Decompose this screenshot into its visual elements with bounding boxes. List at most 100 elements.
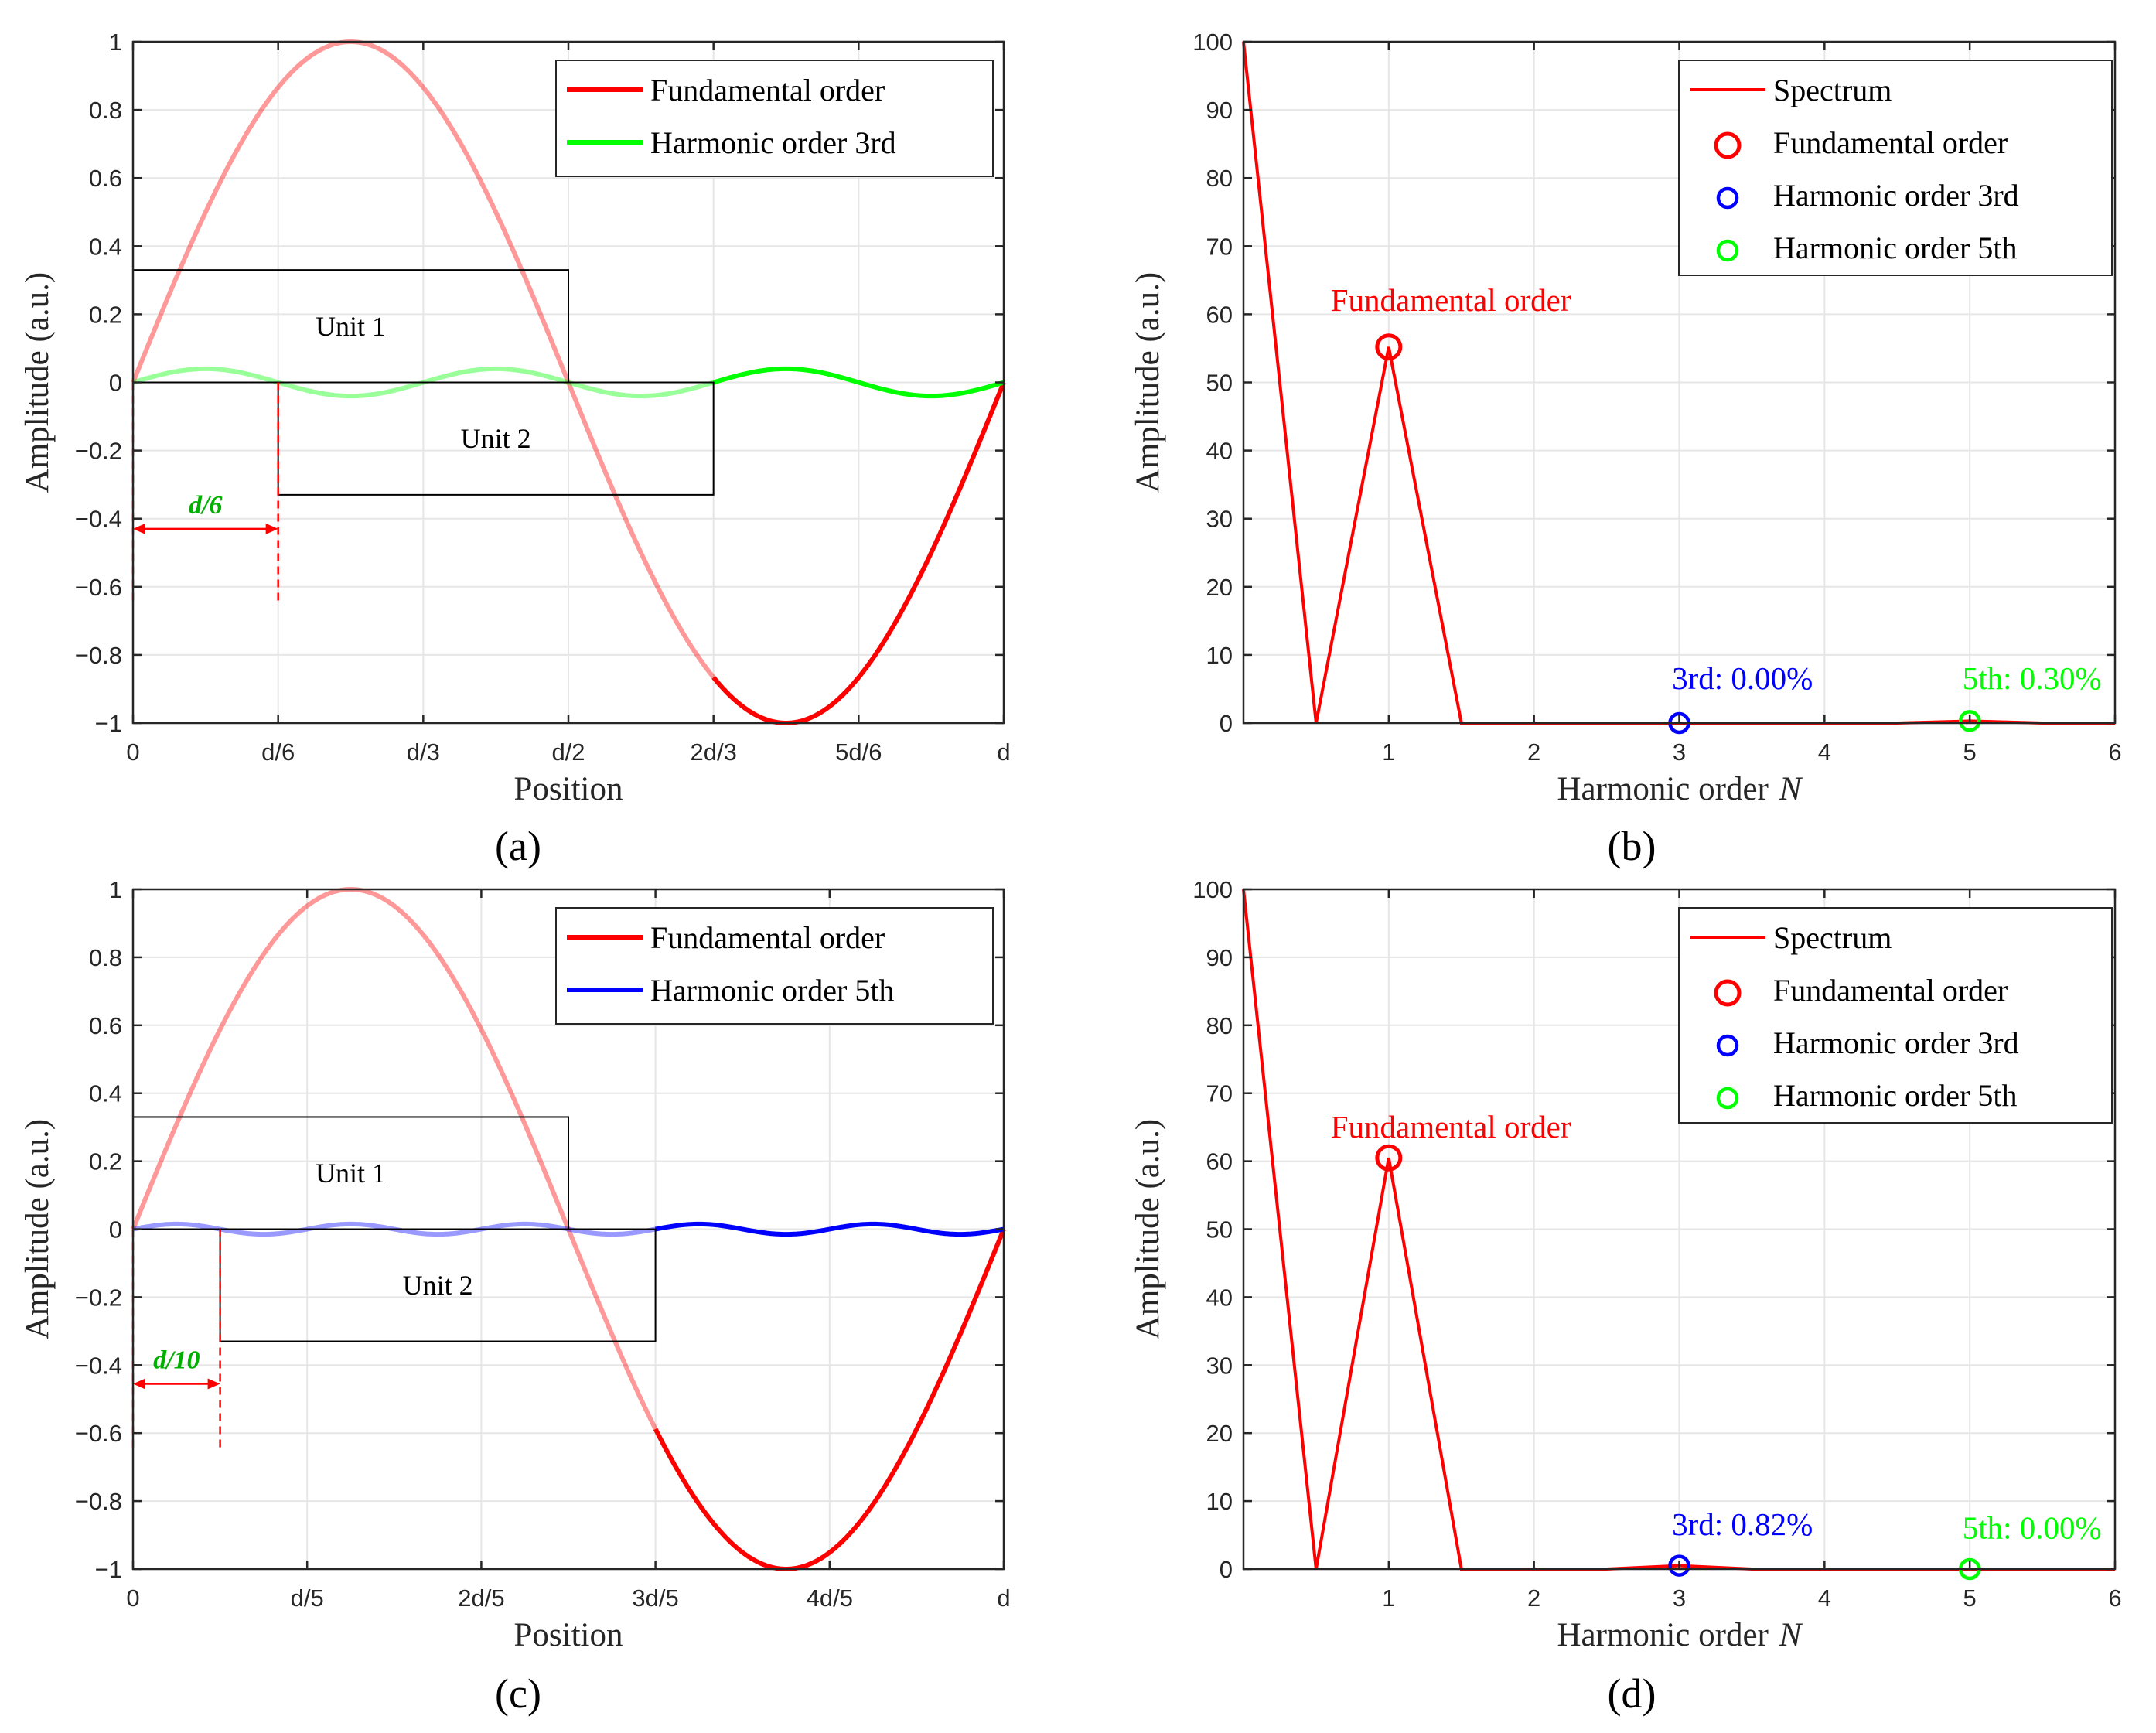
marker-harmonic-order-5th bbox=[1958, 710, 1981, 732]
x-tick-label: 3 bbox=[1673, 1585, 1686, 1612]
y-tick-label: 40 bbox=[1206, 438, 1233, 465]
y-tick-label: −0.4 bbox=[75, 506, 122, 533]
y-tick-label: 0 bbox=[109, 1216, 122, 1243]
x-axis-symbol: N bbox=[1779, 771, 1803, 807]
x-tick-label: 2d/5 bbox=[458, 1585, 504, 1612]
panel-label: (b) bbox=[1608, 823, 1656, 869]
legend-marker bbox=[1714, 131, 1742, 159]
y-tick-label: 0.8 bbox=[89, 944, 122, 971]
offset-label: d/6 bbox=[189, 491, 222, 520]
y-tick-label: 90 bbox=[1206, 97, 1233, 124]
marker-harmonic-order-3rd bbox=[1668, 1554, 1690, 1577]
y-tick-label: 30 bbox=[1206, 506, 1233, 533]
marker-fundamental-order bbox=[1375, 333, 1403, 361]
x-axis-label: Harmonic order N bbox=[1557, 1617, 1803, 1653]
x-tick-label: d/3 bbox=[407, 739, 440, 766]
y-tick-label: −0.8 bbox=[75, 1488, 122, 1515]
offset-arrow-head-left bbox=[133, 523, 145, 534]
y-tick-label: 0.2 bbox=[89, 1148, 122, 1175]
legend-box bbox=[555, 60, 994, 177]
x-tick-label: d bbox=[997, 739, 1010, 766]
y-tick-label: 80 bbox=[1206, 1012, 1233, 1039]
y-axis-label: Amplitude (a.u.) bbox=[1130, 272, 1166, 493]
x-tick-label: 1 bbox=[1382, 739, 1395, 766]
y-tick-label: 60 bbox=[1206, 1148, 1233, 1175]
panel-label: (c) bbox=[495, 1670, 541, 1717]
x-axis-symbol: N bbox=[1779, 1617, 1803, 1653]
x-axis-label-text: Harmonic order bbox=[1557, 771, 1768, 807]
y-tick-label: −1 bbox=[95, 710, 122, 737]
y-tick-label: 0.6 bbox=[89, 165, 122, 192]
y-tick-label: −1 bbox=[95, 1556, 122, 1583]
x-tick-label: 4 bbox=[1818, 1585, 1831, 1612]
unit-label: Unit 2 bbox=[461, 423, 531, 454]
y-tick-label: 70 bbox=[1206, 233, 1233, 260]
panel-b: Fundamental order 3rd: 0.00% 5th: 0.30% 1 2 3… bbox=[1130, 29, 2122, 869]
y-tick-label: 80 bbox=[1206, 165, 1233, 192]
offset-arrow-head-right bbox=[207, 1378, 220, 1390]
marker-fundamental-order bbox=[1375, 1144, 1403, 1172]
unit-label: Unit 1 bbox=[316, 1158, 386, 1189]
y-tick-label: 100 bbox=[1192, 29, 1233, 56]
y-axis-label: Amplitude (a.u.) bbox=[1130, 1119, 1166, 1339]
y-tick-label: 70 bbox=[1206, 1080, 1233, 1107]
y-tick-label: −0.2 bbox=[75, 1284, 122, 1311]
legend-marker bbox=[1716, 1087, 1739, 1110]
annotation-label: 3rd: 0.00% bbox=[1672, 660, 1813, 696]
x-tick-label: d bbox=[997, 1585, 1010, 1612]
legend-label: Harmonic order 3rd bbox=[1773, 1025, 2019, 1060]
offset-arrow-head-left bbox=[133, 1378, 145, 1390]
x-tick-label: 5 bbox=[1963, 1585, 1977, 1612]
x-tick-label: 0 bbox=[126, 1585, 139, 1612]
y-tick-label: 50 bbox=[1206, 370, 1233, 397]
legend-box bbox=[1678, 907, 2113, 1124]
y-tick-label: 0.8 bbox=[89, 97, 122, 124]
legend-box bbox=[555, 907, 994, 1025]
x-tick-label: d/2 bbox=[551, 739, 585, 766]
y-axis-label: Amplitude (a.u.) bbox=[19, 1119, 56, 1339]
offset-label: d/10 bbox=[153, 1346, 200, 1374]
y-tick-label: 30 bbox=[1206, 1352, 1233, 1379]
y-tick-label: 20 bbox=[1206, 574, 1233, 601]
series-line-0 bbox=[653, 1228, 1006, 1571]
x-tick-label: d/5 bbox=[291, 1585, 324, 1612]
x-tick-label: 0 bbox=[126, 739, 139, 766]
series-line-faded-0 bbox=[131, 39, 716, 679]
panel-c: Unit 1 Unit 2 d/10 0 d/5 2d/5 3d/5 4d/5 d −1 −0.8 −… bbox=[19, 876, 1011, 1717]
panel-label: (d) bbox=[1608, 1670, 1656, 1717]
x-tick-label: 4 bbox=[1818, 739, 1831, 766]
y-tick-label: −0.6 bbox=[75, 574, 122, 601]
legend-box bbox=[1678, 60, 2113, 276]
panel-d: Fundamental order 3rd: 0.82% 5th: 0.00% 1 2 3… bbox=[1130, 876, 2122, 1717]
annotation-label: 3rd: 0.82% bbox=[1672, 1506, 1813, 1542]
x-tick-label: 1 bbox=[1382, 1585, 1395, 1612]
x-axis-label-text: Position bbox=[514, 1617, 623, 1653]
panel-a: Unit 1 Unit 2 d/6 0 d/6 d/3 d/2 2d/3 5d/6 d −1 −0.8… bbox=[19, 29, 1011, 869]
series-line-1 bbox=[712, 366, 1005, 399]
x-axis-label: Position bbox=[514, 1617, 623, 1653]
y-tick-label: 0 bbox=[109, 370, 122, 397]
panel-label: (a) bbox=[495, 823, 541, 869]
x-axis-label-text: Harmonic order bbox=[1557, 1617, 1768, 1653]
legend-label: Harmonic order 5th bbox=[1773, 230, 2017, 265]
legend-label: Fundamental order bbox=[650, 920, 885, 955]
unit-label: Unit 2 bbox=[403, 1270, 473, 1301]
x-tick-label: 5d/6 bbox=[835, 739, 882, 766]
x-tick-label: 6 bbox=[2108, 739, 2121, 766]
x-tick-label: d/6 bbox=[261, 739, 295, 766]
series-line-1 bbox=[654, 1221, 1005, 1237]
x-tick-label: 4d/5 bbox=[807, 1585, 853, 1612]
x-tick-label: 5 bbox=[1963, 739, 1977, 766]
y-tick-label: −0.8 bbox=[75, 642, 122, 669]
y-tick-label: 0 bbox=[1220, 1556, 1233, 1583]
y-axis-label: Amplitude (a.u.) bbox=[19, 272, 56, 493]
x-axis-label-text: Position bbox=[514, 771, 623, 807]
legend-marker bbox=[1716, 239, 1739, 262]
legend-label: Fundamental order bbox=[1773, 973, 2008, 1008]
legend-label: Harmonic order 3rd bbox=[650, 125, 896, 160]
y-tick-label: 50 bbox=[1206, 1216, 1233, 1243]
offset-arrow-head-right bbox=[265, 523, 278, 534]
legend-label: Fundamental order bbox=[1773, 125, 2008, 160]
y-tick-label: 100 bbox=[1192, 876, 1233, 903]
